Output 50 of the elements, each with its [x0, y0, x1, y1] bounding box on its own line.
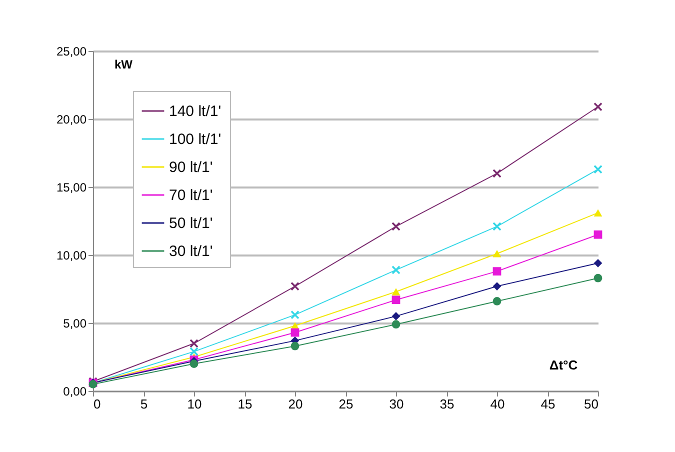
legend-label: 100 lt/1': [169, 131, 222, 148]
y-tick-label: 20,00: [56, 112, 87, 126]
legend-label: 30 lt/1': [169, 243, 213, 260]
point: [392, 222, 400, 231]
x-tick-label: 35: [440, 396, 454, 412]
point: [492, 267, 502, 276]
point: [492, 250, 502, 258]
x-tick-label: 50: [584, 396, 598, 412]
point: [290, 328, 300, 337]
legend-label: 90 lt/1': [169, 159, 213, 176]
y-tick-label: 25,00: [56, 44, 87, 58]
legend-label: 140 lt/1': [169, 103, 222, 120]
point: [492, 297, 502, 306]
point: [594, 258, 602, 268]
point: [594, 165, 602, 174]
point: [492, 222, 502, 231]
point: [290, 342, 300, 350]
y-tick-label: 0,00: [63, 384, 87, 398]
point: [392, 296, 400, 304]
point: [290, 282, 300, 290]
x-tick-label: 25: [338, 396, 354, 412]
y-axis-title: kW: [114, 58, 134, 72]
point: [594, 274, 602, 282]
x-tick-label: 30: [389, 396, 404, 412]
point: [492, 169, 502, 178]
x-tick-label: 40: [490, 396, 505, 412]
point: [392, 266, 400, 274]
x-tick-label: 0: [94, 396, 101, 412]
x-tick-label: 20: [288, 396, 303, 412]
y-tick-label: 5,00: [63, 316, 87, 330]
y-tick-label: 15,00: [56, 180, 87, 194]
point: [290, 310, 300, 320]
point: [392, 312, 400, 320]
x-tick-label: 5: [140, 396, 148, 412]
point: [594, 230, 602, 239]
point: [392, 320, 400, 329]
point: [190, 339, 198, 348]
point: [190, 347, 198, 356]
point: [594, 102, 602, 111]
y-tick-label: 10,00: [56, 248, 87, 262]
x-tick-label: 15: [238, 396, 252, 412]
point: [392, 288, 400, 296]
legend-label: 70 lt/1': [169, 187, 213, 204]
x-tick-label: 45: [540, 396, 556, 412]
legend-label: 50 lt/1': [169, 215, 213, 232]
x-tick-label: 10: [187, 396, 202, 412]
point: [492, 282, 502, 290]
x-axis-title: Δt°C: [549, 358, 578, 372]
point: [594, 209, 602, 216]
point: [190, 360, 198, 368]
